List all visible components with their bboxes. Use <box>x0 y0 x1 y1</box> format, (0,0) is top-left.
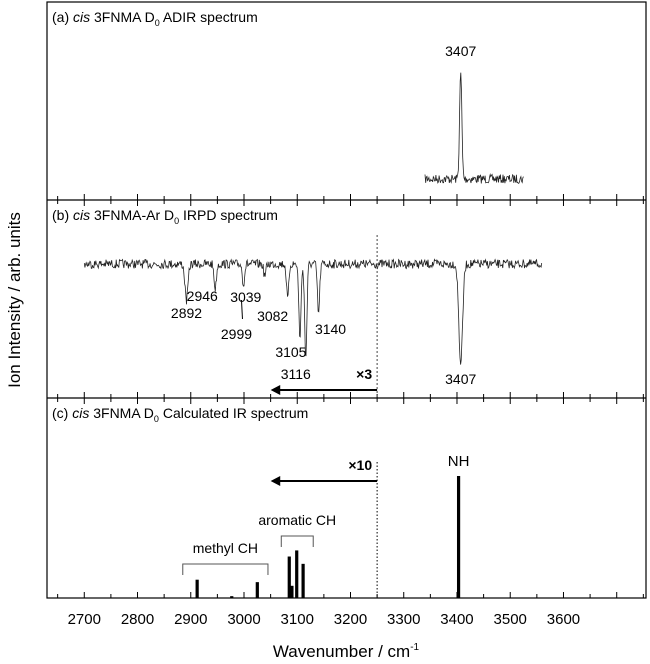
x-tick-label: 2700 <box>68 611 101 628</box>
panel-title-end: IRPD spectrum <box>179 207 278 223</box>
panel-title: (c) cis 3FNMA D0 Calculated IR spectrum <box>52 405 308 424</box>
calc-stick <box>456 476 461 598</box>
nh-label: NH <box>448 453 470 470</box>
peak-leader-line <box>240 299 243 320</box>
x-tick-label: 3100 <box>281 611 314 628</box>
panel-title-prefix: (a) <box>52 9 73 25</box>
panel-title-sub: 0 <box>154 414 159 424</box>
scale-factor-label: ×3 <box>356 366 372 382</box>
calc-stick <box>287 556 291 598</box>
x-tick-label: 3000 <box>227 611 260 628</box>
peak-label: 2892 <box>171 305 202 321</box>
calc-stick <box>255 582 259 598</box>
peak-label: 3140 <box>315 321 346 337</box>
scale-factor-label: ×10 <box>348 457 372 473</box>
panel-title-main: 3FNMA D <box>89 405 154 421</box>
peak-label: 2946 <box>187 288 218 304</box>
peak-label: 3407 <box>445 43 476 59</box>
group-label: methyl CH <box>193 540 258 556</box>
panel-title-prefix: (c) <box>52 405 72 421</box>
panel-title-end: ADIR spectrum <box>160 9 258 25</box>
peak-label: 3116 <box>281 366 311 382</box>
calc-stick <box>230 596 234 598</box>
arrow-head-icon <box>270 385 281 395</box>
panel-title-prefix: (b) <box>52 207 73 223</box>
group-label: aromatic CH <box>258 512 336 528</box>
x-tick-label: 3400 <box>440 611 473 628</box>
group-bracket <box>280 535 314 547</box>
panel-title-sub: 0 <box>155 18 160 28</box>
x-tick-label: 2900 <box>174 611 207 628</box>
panel-title-italic: cis <box>73 207 90 223</box>
x-axis-label: Wavenumber / cm-1 <box>273 642 420 661</box>
peak-label: 3407 <box>445 371 476 387</box>
panel-title-end: Calculated IR spectrum <box>159 405 308 421</box>
plot-frame <box>46 1 647 599</box>
calc-stick <box>290 585 294 598</box>
panel-title: (a) cis 3FNMA D0 ADIR spectrum <box>52 9 258 28</box>
panel-title-italic: cis <box>73 9 90 25</box>
calc-stick <box>195 579 199 598</box>
x-tick-label: 3300 <box>387 611 420 628</box>
adir-trace <box>424 72 524 184</box>
x-axis-label-superscript: -1 <box>410 642 419 653</box>
y-axis-label: Ion Intensity / arb. units <box>5 212 24 388</box>
irpd-trace <box>83 258 543 365</box>
group-bracket <box>182 563 269 575</box>
calc-stick <box>295 550 299 598</box>
peak-label: 3105 <box>275 344 306 360</box>
peak-label: 3082 <box>257 308 288 324</box>
x-tick-label: 2800 <box>121 611 154 628</box>
panel-title-italic: cis <box>72 405 89 421</box>
peak-label: 2999 <box>221 326 252 342</box>
calc-stick <box>301 563 305 598</box>
panel-title-main: 3FNMA-Ar D <box>90 207 174 223</box>
x-tick-label: 3500 <box>494 611 527 628</box>
peak-label: 3039 <box>230 289 261 305</box>
x-tick-label: 3200 <box>334 611 367 628</box>
x-tick-label: 3600 <box>547 611 580 628</box>
arrow-head-icon <box>270 476 281 486</box>
panel-title-sub: 0 <box>174 216 179 226</box>
panel-title: (b) cis 3FNMA-Ar D0 IRPD spectrum <box>52 207 278 226</box>
panel-title-main: 3FNMA D <box>90 9 155 25</box>
